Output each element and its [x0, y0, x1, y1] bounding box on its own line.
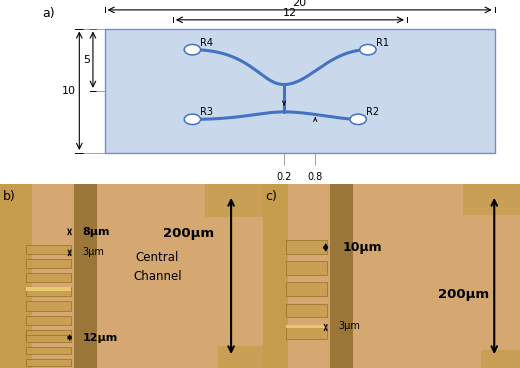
Bar [286, 261, 327, 275]
Text: 10: 10 [61, 86, 75, 96]
Bar [286, 283, 327, 296]
Bar [330, 184, 353, 368]
Text: 10μm: 10μm [342, 241, 382, 254]
Text: R2: R2 [366, 107, 379, 117]
Bar [218, 346, 263, 368]
Bar [27, 335, 71, 342]
Bar [27, 287, 71, 291]
Bar [27, 359, 71, 366]
Text: R3: R3 [200, 107, 213, 117]
Text: Channel: Channel [133, 269, 182, 283]
Circle shape [184, 45, 201, 55]
Text: 20: 20 [293, 0, 307, 8]
Text: 0.2: 0.2 [276, 171, 292, 181]
Text: 0.8: 0.8 [308, 171, 323, 181]
Bar [286, 325, 327, 339]
Text: a): a) [42, 7, 55, 20]
Bar [286, 240, 327, 254]
Text: 200μm: 200μm [438, 288, 489, 301]
Bar [27, 330, 71, 339]
Circle shape [360, 45, 376, 55]
Text: 8μm: 8μm [83, 227, 110, 237]
Text: c): c) [265, 190, 277, 202]
Bar [205, 184, 263, 217]
Bar [27, 245, 71, 254]
Text: 3μm: 3μm [339, 321, 360, 331]
Bar [286, 304, 327, 317]
Text: b): b) [3, 190, 16, 202]
Text: R4: R4 [200, 38, 213, 48]
Bar [27, 259, 71, 268]
Bar [27, 287, 71, 297]
Bar [0, 184, 32, 368]
Text: 3μm: 3μm [83, 247, 105, 256]
Bar [463, 184, 520, 215]
Text: 5: 5 [83, 54, 90, 65]
Bar [27, 316, 71, 325]
Text: 12: 12 [283, 8, 297, 18]
Bar [286, 325, 327, 328]
Text: Central: Central [136, 251, 179, 264]
Bar [482, 350, 520, 368]
Text: R1: R1 [376, 38, 389, 48]
Text: 12μm: 12μm [83, 333, 118, 343]
Circle shape [184, 114, 201, 124]
Text: 200μm: 200μm [163, 227, 214, 240]
Bar [263, 184, 289, 368]
Bar [27, 301, 71, 311]
Bar [27, 273, 71, 282]
Bar [73, 184, 97, 368]
Circle shape [350, 114, 366, 124]
Bar [27, 347, 71, 354]
Bar [105, 29, 495, 153]
